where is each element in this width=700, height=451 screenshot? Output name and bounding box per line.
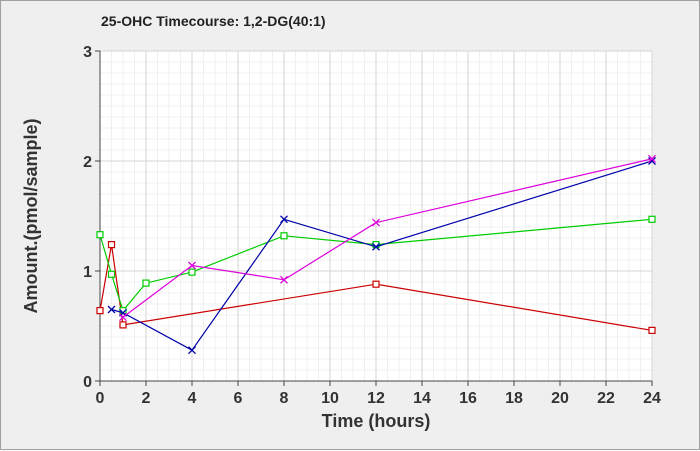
data-point [648,326,656,334]
series-line [111,160,653,351]
data-point [188,268,196,276]
y-tick-label: 3 [83,44,92,61]
data-point [96,231,104,239]
x-tick-label: 24 [643,390,661,407]
x-tick-label: 6 [234,390,243,407]
data-point [372,280,380,288]
series-4 [119,154,656,322]
data-point [188,261,196,270]
series-line [99,218,653,312]
data-point [96,307,104,315]
data-point [372,218,380,227]
x-tick-label: 18 [505,390,523,407]
data-point [648,215,656,223]
x-tick-label: 10 [321,390,339,407]
y-tick-label: 0 [83,374,92,391]
data-point [119,321,127,329]
data-point [648,157,656,165]
x-tick-label: 14 [413,390,431,407]
data-point [648,154,656,163]
data-point [107,241,116,249]
data-point [280,275,288,284]
x-axis-label: Time (hours) [322,411,431,431]
data-point [372,242,380,251]
x-tick-label: 4 [188,390,197,407]
series [96,154,656,355]
series-1 [96,241,656,334]
series-2 [96,215,656,315]
y-tick-label: 2 [83,154,92,171]
data-point [188,346,196,355]
data-point [119,313,127,322]
x-tick-label: 16 [459,390,477,407]
data-point [280,232,288,240]
x-tick-label: 20 [551,390,569,407]
data-point [107,270,116,278]
chart-title: 25-OHC Timecourse: 1,2-DG(40:1) [101,13,326,29]
data-point [280,215,288,224]
x-tick-label: 0 [96,390,105,407]
x-tick-label: 2 [142,390,151,407]
x-tick-label: 22 [597,390,615,407]
data-point [107,305,116,314]
x-tick-label: 8 [280,390,289,407]
data-point [142,279,150,287]
x-tick-label: 12 [367,390,385,407]
y-tick-label: 1 [83,264,92,281]
y-axis-label: Amount.(pmol/sample) [21,118,41,313]
